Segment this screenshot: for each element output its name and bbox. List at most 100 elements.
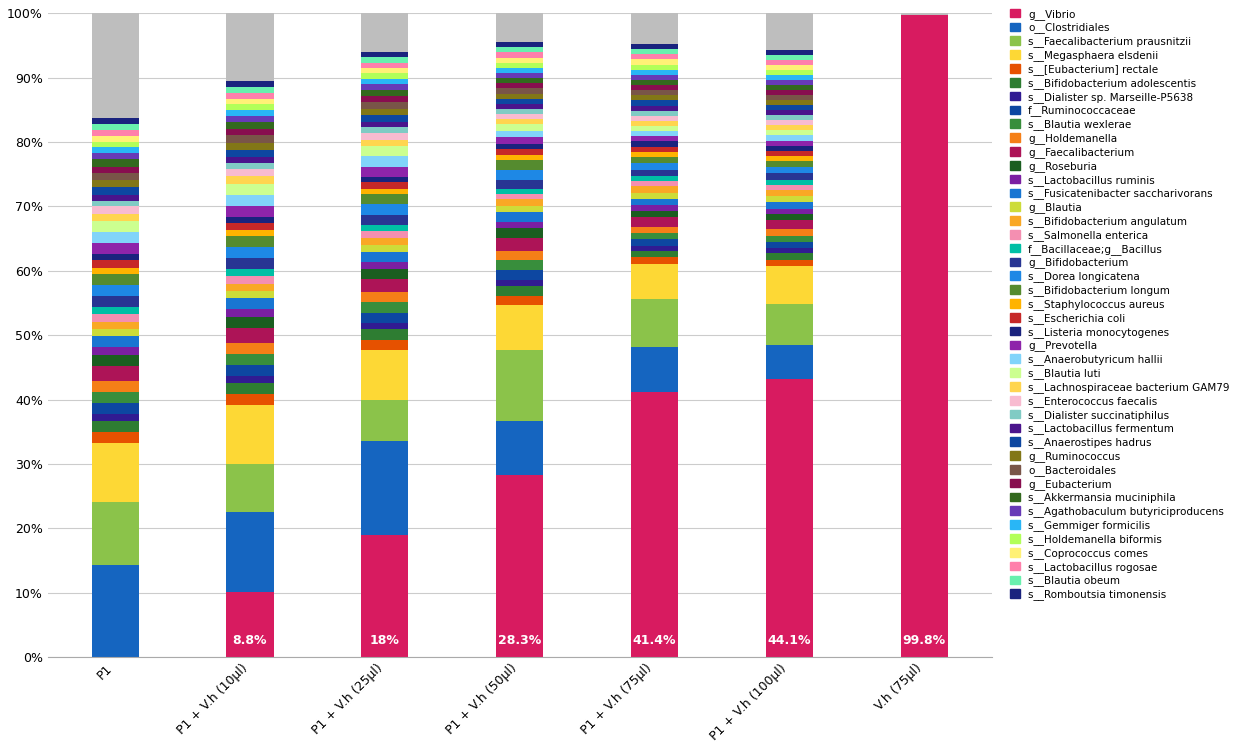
Bar xyxy=(92,314,139,322)
Bar xyxy=(631,100,678,106)
Bar xyxy=(766,110,813,116)
Bar xyxy=(496,88,543,94)
Bar xyxy=(766,125,813,130)
Bar xyxy=(631,95,678,100)
Bar xyxy=(92,148,139,154)
Bar xyxy=(496,305,543,350)
Bar xyxy=(631,170,678,176)
Bar xyxy=(227,135,274,142)
Bar xyxy=(227,158,274,164)
Bar xyxy=(227,310,274,316)
Bar xyxy=(227,512,274,592)
Bar xyxy=(766,136,813,140)
Bar xyxy=(361,400,408,441)
Bar xyxy=(900,14,947,657)
Bar xyxy=(496,270,543,280)
Bar xyxy=(227,353,274,364)
Bar xyxy=(496,280,543,286)
Bar xyxy=(361,252,408,262)
Bar xyxy=(227,164,274,169)
Bar xyxy=(766,116,813,120)
Bar xyxy=(361,350,408,400)
Bar xyxy=(92,268,139,274)
Text: 41.4%: 41.4% xyxy=(632,634,676,647)
Bar xyxy=(496,160,543,170)
Bar xyxy=(361,68,408,74)
Bar xyxy=(361,194,408,205)
Bar xyxy=(766,196,813,202)
Bar xyxy=(496,63,543,68)
Bar xyxy=(227,150,274,158)
Bar xyxy=(631,246,678,251)
Bar xyxy=(227,236,274,247)
Bar xyxy=(766,220,813,230)
Bar xyxy=(766,214,813,220)
Bar xyxy=(227,104,274,110)
Bar xyxy=(227,195,274,206)
Bar xyxy=(766,146,813,151)
Bar xyxy=(496,104,543,109)
Bar xyxy=(92,307,139,314)
Bar xyxy=(92,13,139,118)
Bar xyxy=(227,405,274,464)
Bar xyxy=(496,119,543,124)
Text: 28.3%: 28.3% xyxy=(498,634,542,647)
Bar xyxy=(361,128,408,133)
Bar xyxy=(496,296,543,305)
Bar xyxy=(496,47,543,53)
Bar xyxy=(496,83,543,88)
Bar xyxy=(361,52,408,57)
Bar xyxy=(227,87,274,93)
Bar xyxy=(92,274,139,285)
Bar xyxy=(361,322,408,329)
Bar xyxy=(227,298,274,310)
Bar xyxy=(496,476,543,657)
Bar xyxy=(496,194,543,200)
Bar xyxy=(766,160,813,167)
Bar xyxy=(361,133,408,140)
Bar xyxy=(496,350,543,421)
Bar xyxy=(227,277,274,284)
Bar xyxy=(496,421,543,476)
Bar xyxy=(227,376,274,383)
Text: 99.8%: 99.8% xyxy=(903,634,946,647)
Bar xyxy=(631,146,678,152)
Bar xyxy=(631,70,678,75)
Bar xyxy=(766,151,813,156)
Bar xyxy=(227,110,274,116)
Legend: g__Vibrio, o__Clostridiales, s__Faecalibacterium prausnitzii, s__Megasphaera els: g__Vibrio, o__Clostridiales, s__Faecalib… xyxy=(1007,5,1233,603)
Bar xyxy=(766,184,813,190)
Bar xyxy=(92,221,139,232)
Bar xyxy=(361,116,408,122)
Bar xyxy=(631,181,678,186)
Bar xyxy=(631,116,678,121)
Bar xyxy=(766,209,813,214)
Bar xyxy=(361,166,408,177)
Bar xyxy=(92,195,139,200)
Bar xyxy=(361,177,408,182)
Bar xyxy=(227,122,274,130)
Bar xyxy=(361,292,408,302)
Bar xyxy=(92,172,139,180)
Text: 8.8%: 8.8% xyxy=(233,634,268,647)
Bar xyxy=(92,243,139,254)
Bar xyxy=(496,238,543,250)
Bar xyxy=(227,142,274,150)
Bar xyxy=(631,217,678,226)
Bar xyxy=(631,106,678,111)
Bar xyxy=(361,182,408,189)
Bar xyxy=(227,284,274,291)
Bar xyxy=(631,347,678,392)
Bar xyxy=(361,313,408,322)
Bar xyxy=(631,111,678,116)
Bar xyxy=(631,257,678,264)
Bar xyxy=(631,233,678,239)
Bar xyxy=(361,214,408,225)
Bar xyxy=(227,343,274,353)
Bar xyxy=(227,394,274,405)
Bar xyxy=(361,122,408,128)
Bar xyxy=(496,114,543,119)
Bar xyxy=(361,109,408,115)
Bar xyxy=(631,206,678,211)
Bar xyxy=(496,99,543,104)
